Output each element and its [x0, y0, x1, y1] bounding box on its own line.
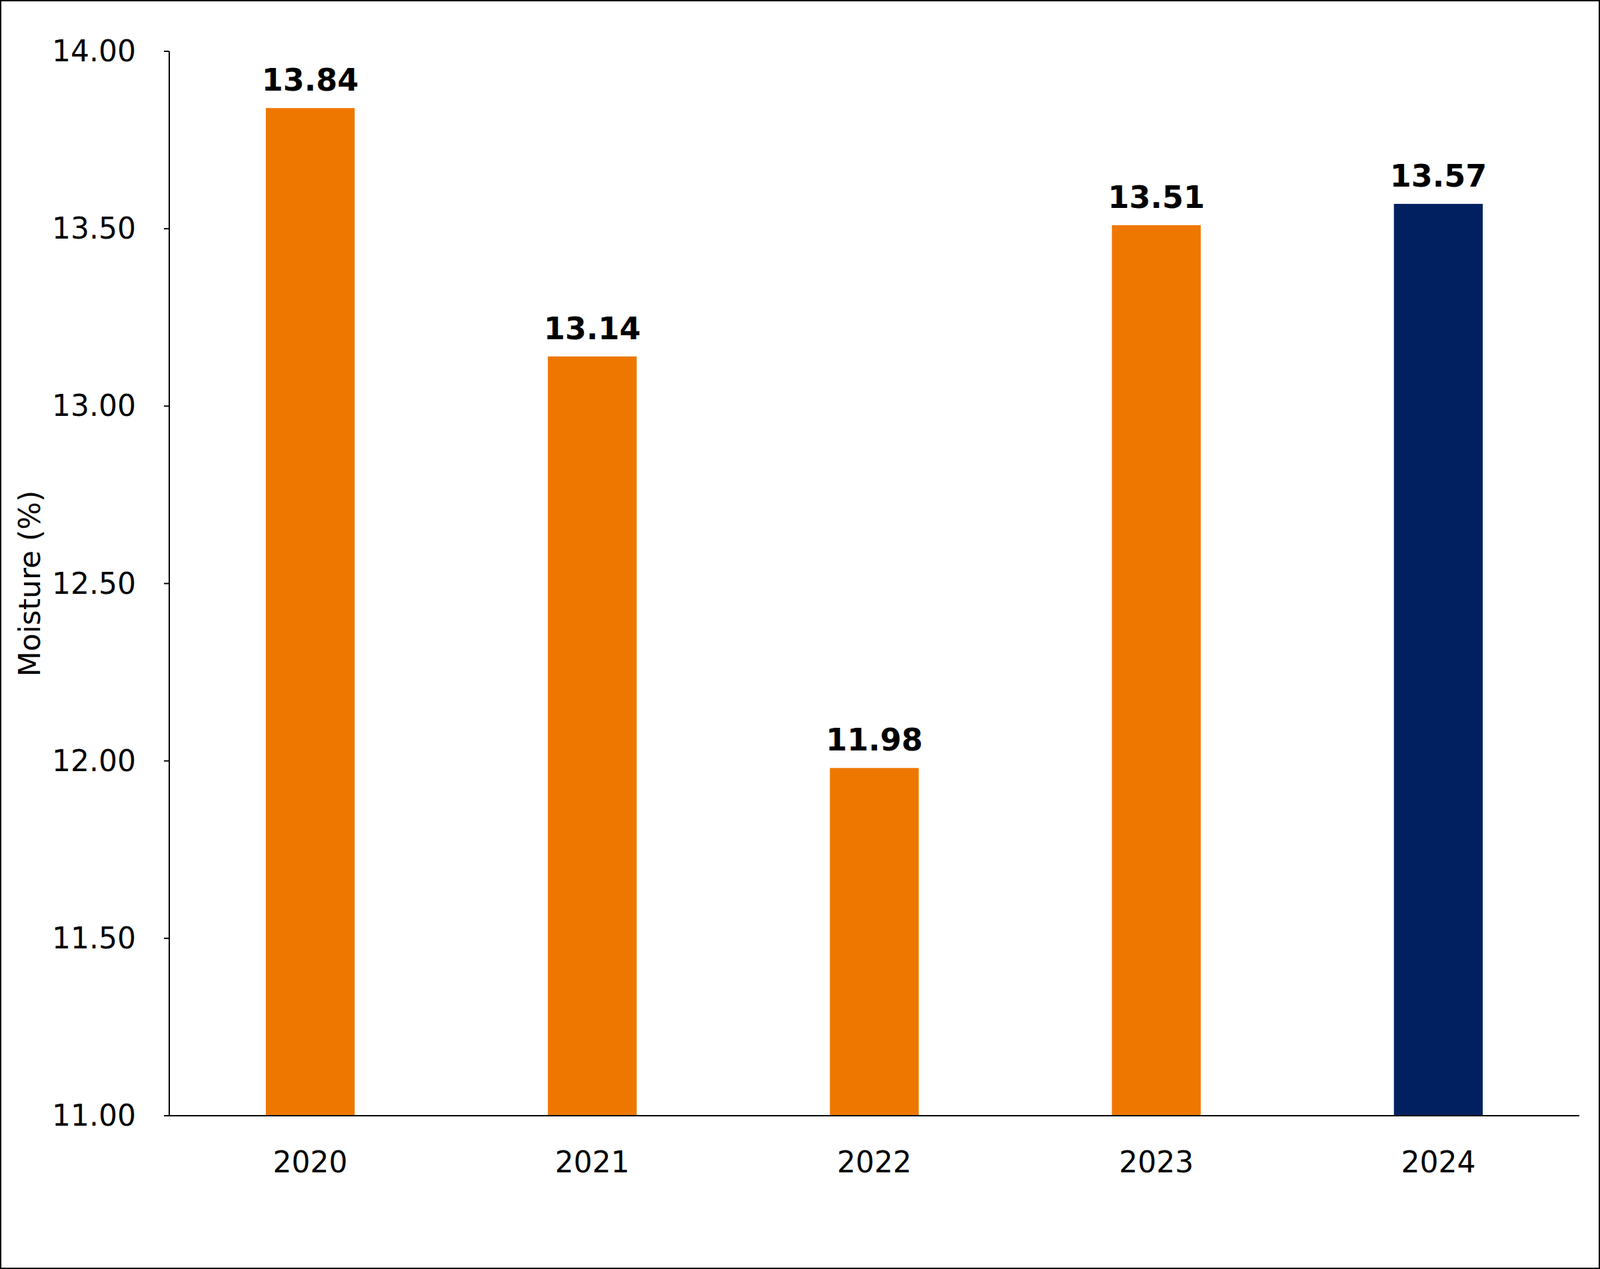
- data-label: 13.84: [261, 61, 360, 98]
- y-axis-label: Moisture (%): [12, 490, 47, 678]
- chart-container: 11.00 11.50 12.00 12.50 13.00 13.50 14.00 Moist…: [0, 0, 1600, 1269]
- bar: [1112, 225, 1201, 1116]
- data-label: 13.57: [1390, 157, 1488, 194]
- y-tick-label: 12.50: [51, 566, 136, 601]
- y-tick: [163, 760, 170, 762]
- frame: [0, 0, 1600, 1269]
- y-tick: [163, 937, 170, 939]
- x-tick-label: 2020: [273, 1144, 348, 1179]
- bar: [547, 356, 637, 1116]
- bar: [829, 767, 919, 1116]
- y-tick: [163, 50, 170, 52]
- x-tick-label: 2023: [1118, 1144, 1194, 1179]
- x-tick-label: 2021: [555, 1144, 630, 1179]
- bar: [1394, 203, 1483, 1116]
- y-tick: [163, 583, 170, 585]
- y-tick-label: 11.50: [51, 920, 136, 955]
- x-tick-label: 2024: [1400, 1144, 1476, 1179]
- y-tick: [163, 227, 170, 230]
- y-tick-label: 12.00: [51, 743, 136, 778]
- x-tick-label: 2022: [836, 1144, 912, 1179]
- chart-svg: 11.00 11.50 12.00 12.50 13.00 13.50 14.00 Moist…: [0, 0, 1600, 1269]
- y-axis: [168, 51, 170, 1116]
- y-tick-label: 11.00: [51, 1098, 136, 1133]
- bar: [265, 107, 355, 1116]
- y-tick-label: 13.50: [51, 211, 136, 246]
- data-label: 11.98: [825, 721, 923, 758]
- y-tick-label: 13.00: [51, 388, 136, 423]
- bars: [265, 107, 1483, 1116]
- data-label: 13.51: [1107, 179, 1205, 216]
- y-tick-label: 14.00: [51, 33, 136, 68]
- data-label: 13.14: [543, 310, 642, 347]
- y-tick: [163, 405, 170, 407]
- y-tick: [163, 1114, 170, 1117]
- x-axis: [169, 1114, 1580, 1117]
